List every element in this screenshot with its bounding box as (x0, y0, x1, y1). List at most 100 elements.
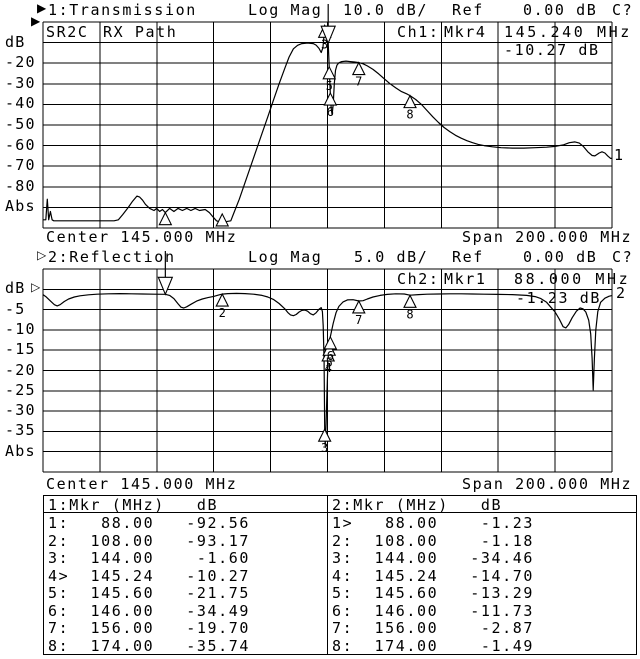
svg-text:2: 2 (219, 306, 226, 320)
marker-table-row: 6: 146.00 -34.49 (48, 601, 250, 620)
channel1-readout-channel: Ch1: (397, 23, 440, 41)
marker-table-row: 6: 146.00 -11.73 (332, 601, 534, 620)
channel1-marker-2 (215, 212, 230, 227)
channel1-trace-number: 1 (614, 146, 625, 164)
channel2-ref-label: Ref (452, 248, 484, 266)
channel1-format: Log Mag (248, 1, 323, 19)
marker-table-row: 5: 145.60 -21.75 (48, 584, 250, 603)
marker-table-channel2: 2:Mkr (MHz) dB 1> 88.00 -1.23 2: 108.00 -1… (327, 495, 637, 655)
channel2-readout-value: -1.23 dB (516, 289, 602, 307)
y-axis-label: -40 (5, 94, 36, 113)
channel1-label-cell-1: SR2C (46, 23, 89, 41)
marker-table-row: 3: 144.00 -34.46 (332, 549, 534, 568)
channel2-ref-position-pointer: ▷ (31, 280, 41, 294)
marker-table-row: 8: 174.00 -1.49 (332, 636, 534, 655)
svg-text:3: 3 (321, 441, 328, 455)
y-axis-label: -10 (5, 319, 36, 338)
channel1-active-indicator: ▶ (37, 1, 47, 15)
svg-text:7: 7 (355, 313, 362, 327)
marker-table-header: 1:Mkr (MHz) dB (44, 496, 327, 513)
marker-table-row: 1> 88.00 -1.23 (332, 514, 534, 532)
channel1-marker-7: 7 (351, 61, 366, 89)
marker-table-row: 7: 156.00 -19.70 (48, 619, 250, 638)
y-axis-label: -20 (5, 360, 36, 379)
svg-text:8: 8 (406, 307, 413, 321)
channel1-marker-6: 6 (323, 91, 338, 119)
y-axis-label: -35 (5, 421, 36, 440)
channel1-readout-freq: 145.240 MHz (504, 23, 632, 41)
marker-table-row: 4> 145.24 -10.27 (48, 566, 250, 585)
channel1-marker-1 (158, 211, 173, 226)
channel2-trace-number: 2 (616, 284, 627, 302)
marker-table-row: 1: 88.00 -92.56 (48, 514, 250, 532)
channel1-ref-position-pointer: ▶ (31, 14, 41, 28)
marker-table-header: 2:Mkr (MHz) dB (328, 496, 636, 513)
svg-text:7: 7 (355, 75, 362, 89)
svg-text:5: 5 (326, 79, 333, 93)
svg-text:5: 5 (326, 355, 333, 369)
channel2-active-indicator: ▷ (37, 248, 47, 262)
channel2-format: Log Mag (248, 248, 323, 266)
channel2-title: 2:Reflection (48, 248, 176, 266)
channel2-marker-1 (157, 251, 174, 296)
channel2-marker-6: 6 (323, 335, 338, 363)
channel2-ref-value: 0.00 dB (523, 248, 598, 266)
channel2-center-frequency: Center 145.000 MHz (46, 475, 238, 493)
channel1-label-cell-2: RX Path (103, 23, 178, 41)
y-axis-label: -70 (5, 156, 36, 175)
channel1-graticule (42, 21, 613, 229)
marker-table-row: 3: 144.00 -1.60 (48, 549, 250, 568)
channel2-scale: 5.0 dB/ (354, 248, 429, 266)
channel2-markers: 2 3 456 7 8 (157, 251, 417, 455)
marker-table-channel1: 1:Mkr (MHz) dB 1: 88.00 -92.56 2: 108.00 -… (43, 495, 328, 655)
channel2-trace (42, 292, 613, 447)
marker-table-row: 7: 156.00 -2.87 (332, 619, 534, 638)
channel1-marker-5: 5 (322, 65, 337, 93)
y-axis-label: -60 (5, 135, 36, 154)
channel1-span: Span 200.000 MHz (462, 228, 633, 246)
channel1-markers: 3 5 6 7 8 (158, 4, 417, 227)
y-axis-label: -80 (5, 176, 36, 195)
y-axis-label: -15 (5, 340, 36, 359)
svg-text:3: 3 (321, 37, 328, 51)
y-axis-label: Abs (5, 197, 36, 216)
channel2-span: Span 200.000 MHz (462, 475, 633, 493)
channel1-scale: 10.0 dB/ (343, 1, 429, 19)
channel2-marker-7: 7 (351, 299, 366, 327)
channel2-cal-status: C? (612, 248, 634, 266)
channel1-cal-status: C? (612, 1, 634, 19)
y-axis-label: -30 (5, 73, 36, 92)
marker-table-row: 2: 108.00 -1.18 (332, 531, 534, 550)
channel2-marker-8: 8 (403, 294, 417, 321)
marker-table-header-text: 1:Mkr (MHz) dB (48, 496, 219, 514)
channel1-readout-marker: Mkr4 (444, 23, 487, 41)
svg-text:6: 6 (327, 349, 334, 363)
channel2-marker-3: 3 (317, 427, 332, 455)
y-axis-label: -20 (5, 53, 36, 72)
channel1-marker-8: 8 (403, 94, 417, 122)
channel2-readout-freq: 88.000 MHz (514, 270, 631, 288)
y-axis-label: -25 (5, 380, 36, 399)
channel1-ref-value: 0.00 dB (523, 1, 598, 19)
marker-table-row: 2: 108.00 -93.17 (48, 531, 250, 550)
channel2-marker-2: 2 (215, 292, 230, 320)
channel2-graticule (42, 268, 613, 473)
svg-text:8: 8 (406, 108, 413, 122)
svg-text:4: 4 (325, 361, 332, 375)
marker-table-row: 8: 174.00 -35.74 (48, 636, 250, 655)
channel1-center-frequency: Center 145.000 MHz (46, 228, 238, 246)
marker-table-row: 5: 145.60 -13.29 (332, 584, 534, 603)
marker-table-row: 4: 145.24 -14.70 (332, 566, 534, 585)
y-axis-label: dB (5, 279, 26, 298)
y-axis-label: -30 (5, 401, 36, 420)
channel2-readout-channel: Ch2: (397, 270, 440, 288)
channel1-title: 1:Transmission (48, 1, 197, 19)
y-axis-label: Abs (5, 441, 36, 460)
channel1-ref-label: Ref (452, 1, 484, 19)
y-axis-label: -50 (5, 115, 36, 133)
svg-text:6: 6 (327, 105, 334, 119)
channel2-readout-marker: Mkr1 (444, 270, 487, 288)
marker-table-header-text: 2:Mkr (MHz) dB (332, 496, 503, 514)
